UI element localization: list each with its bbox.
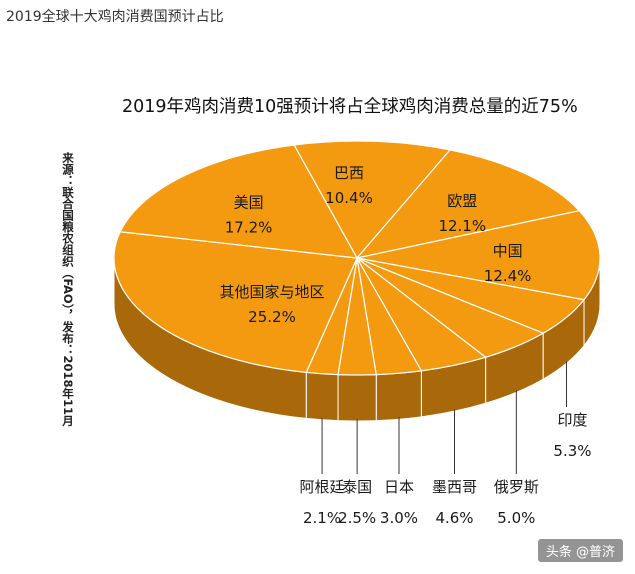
slice-value-5: 4.6% — [435, 509, 473, 527]
slice-label-4: 俄罗斯 — [494, 478, 539, 496]
pie-side-6 — [375, 370, 422, 422]
slice-label-6: 日本 — [384, 478, 414, 496]
pie-slice-1 — [355, 149, 581, 259]
watermark: 头条 @普济 — [537, 539, 623, 562]
source-note: 来源：联合国粮农组织（FAO），发布：2018年11月 — [61, 152, 75, 427]
pie-side-8 — [305, 371, 339, 422]
pie-label-layer: 巴西 10.4% 欧盟 12.1% 中国 12.4% 印度 5.3% 俄罗斯 5.0% 墨西哥 4.6… — [219, 164, 591, 527]
slice-label-9: 其他国家与地区 — [219, 283, 324, 301]
pie-slice-2 — [356, 210, 601, 301]
slice-label-10: 美国 — [234, 194, 264, 212]
pie-slice-10 — [119, 144, 359, 259]
slice-value-6: 3.0% — [380, 509, 418, 527]
slice-value-8: 2.1% — [303, 509, 341, 527]
slice-value-10: 17.2% — [225, 219, 273, 237]
slice-value-7: 2.5% — [338, 509, 376, 527]
slice-value-3: 5.3% — [553, 442, 591, 460]
slice-label-1: 欧盟 — [447, 192, 477, 210]
pie-slice-0 — [293, 140, 452, 260]
slice-value-9: 25.2% — [248, 308, 296, 326]
slice-value-0: 10.4% — [325, 189, 373, 207]
slice-value-2: 12.4% — [484, 267, 532, 285]
pie-slice-9 — [113, 231, 358, 374]
chart-title: 2019年鸡肉消费10强预计将占全球鸡肉消费总量的近75% — [122, 97, 578, 117]
slice-label-3: 印度 — [557, 411, 587, 429]
slice-label-0: 巴西 — [334, 164, 364, 182]
slice-value-4: 5.0% — [497, 509, 535, 527]
page-title: 2019全球十大鸡肉消费国预计占比 — [6, 9, 224, 25]
slice-label-2: 中国 — [493, 242, 523, 260]
slice-label-8: 阿根廷 — [300, 478, 345, 496]
slice-label-7: 泰国 — [342, 478, 372, 496]
slice-value-1: 12.1% — [438, 217, 486, 235]
pie-leader-layer — [321, 361, 567, 474]
slice-label-5: 墨西哥 — [432, 478, 477, 496]
pie-top-layer — [113, 140, 601, 376]
pie-side-7 — [337, 374, 377, 422]
